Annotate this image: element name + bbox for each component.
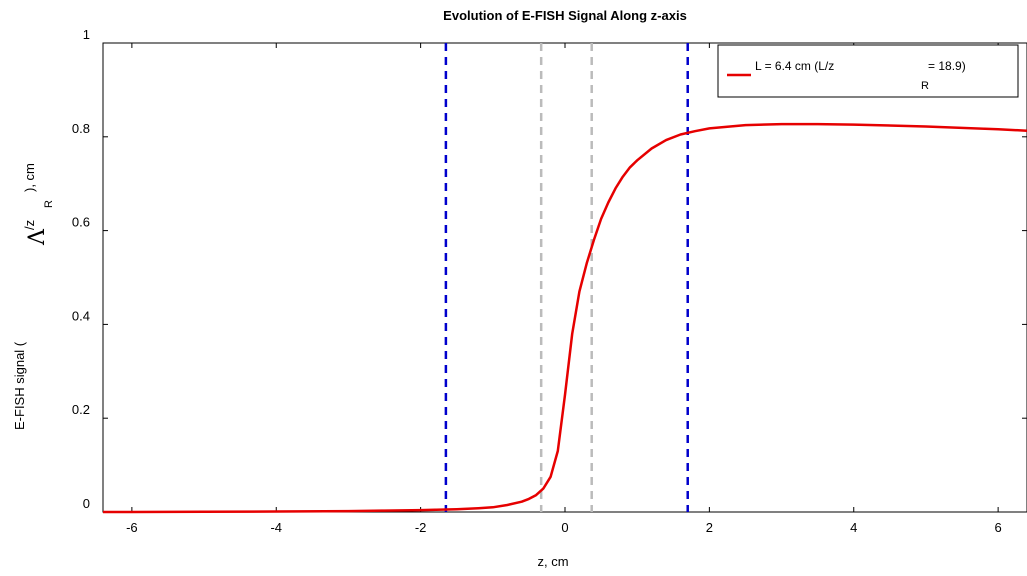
y-axis-label-suffix: ), cm [22, 163, 37, 192]
x-axis-label: z, cm [537, 554, 568, 569]
y-axis-label-prefix: E-FISH signal ( [12, 341, 27, 430]
y-axis-label: E-FISH signal ( Λ /z R ), cm [12, 163, 55, 430]
x-tick-label: 2 [706, 520, 713, 535]
plot-frame [102, 42, 1027, 513]
y-tick-label: 0.8 [72, 121, 90, 136]
chart-title: Evolution of E-FISH Signal Along z-axis [443, 8, 687, 23]
y-axis-label-symbol: Λ [25, 228, 50, 246]
legend-box [717, 44, 1019, 98]
y-axis-label-subscript: R [43, 200, 55, 208]
y-tick-label: 1 [83, 27, 90, 42]
y-tick-label: 0.6 [72, 215, 90, 230]
y-axis-label-superscript: /z [22, 220, 37, 230]
x-tick-label: -2 [415, 520, 427, 535]
x-tick-label: -6 [126, 520, 138, 535]
x-tick-label: 4 [850, 520, 857, 535]
legend-label-tail: = 18.9) [928, 59, 966, 73]
y-tick-label: 0 [83, 496, 90, 511]
y-tick-labels: 0 0.2 0.4 0.6 0.8 1 [72, 27, 90, 511]
x-tick-label: 0 [561, 520, 568, 535]
x-tick-label: -4 [270, 520, 282, 535]
x-tick-label: 6 [995, 520, 1002, 535]
series-line [103, 122, 1027, 514]
y-tick-label: 0.4 [72, 308, 90, 323]
legend: L = 6.4 cm (L/z R = 18.9) [717, 44, 1019, 98]
axis-ticks [103, 42, 1027, 513]
x-tick-labels: -6 -4 -2 0 2 4 6 [126, 520, 1002, 535]
legend-label-main: L = 6.4 cm (L/z [755, 59, 834, 73]
legend-label-subscript: R [921, 80, 929, 92]
series-lines [103, 122, 1027, 514]
y-tick-label: 0.2 [72, 402, 90, 417]
reference-lines [444, 43, 689, 512]
